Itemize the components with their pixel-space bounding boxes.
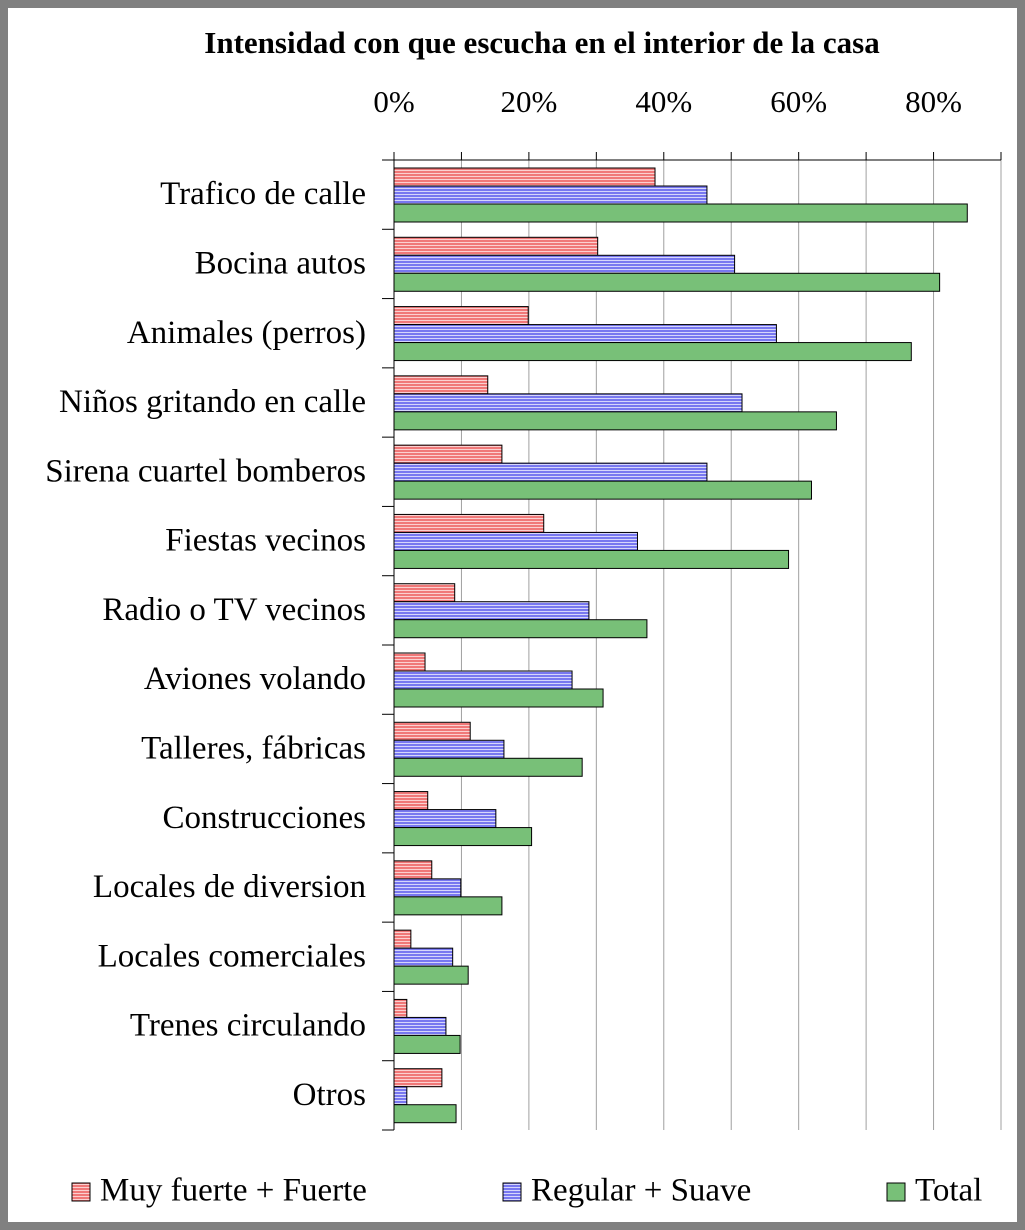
y-tick-label: Animales (perros) [127, 315, 366, 351]
bar [393, 809, 497, 829]
bar [393, 167, 656, 187]
y-tick-label: Locales de diversion [93, 869, 366, 905]
y-tick-label: Locales comerciales [98, 938, 366, 974]
bar [393, 947, 454, 967]
x-tick-label: 20% [500, 84, 557, 119]
bar [393, 513, 545, 533]
bar [393, 929, 412, 949]
bar [393, 1034, 461, 1054]
bar [393, 1016, 447, 1036]
x-tick-label: 40% [635, 84, 692, 119]
bar [393, 272, 941, 292]
bar [393, 860, 433, 880]
y-tick-label: Construcciones [163, 800, 366, 836]
bar [393, 1104, 457, 1124]
x-tick-label: 60% [770, 84, 827, 119]
x-tick-label: 0% [373, 84, 414, 119]
bar [393, 583, 456, 603]
y-tick-label: Trenes circulando [130, 1008, 366, 1044]
bar [393, 965, 469, 985]
y-tick-label: Talleres, fábricas [141, 731, 366, 767]
bar [393, 619, 648, 639]
bar [393, 791, 429, 811]
y-tick-label: Niños gritando en calle [59, 384, 366, 420]
x-tick-label: 80% [905, 84, 962, 119]
y-tick-label: Trafico de calle [160, 176, 366, 212]
y-tick-label: Aviones volando [144, 661, 366, 697]
legend-label: Muy fuerte + Fuerte [100, 1173, 367, 1209]
legend-label: Regular + Suave [531, 1173, 751, 1209]
y-tick-label: Otros [293, 1077, 366, 1113]
bar [393, 1068, 443, 1088]
y-tick-label: Radio o TV vecinos [102, 592, 366, 628]
bar [393, 721, 471, 741]
bar [393, 670, 573, 690]
bar [393, 896, 503, 916]
bar [393, 411, 837, 431]
y-tick-label: Bocina autos [195, 246, 366, 282]
y-tick-label: Fiestas vecinos [165, 523, 366, 559]
bar [393, 306, 529, 326]
bar [393, 324, 777, 344]
bar [393, 757, 583, 777]
bar [393, 688, 604, 708]
bar [393, 739, 505, 759]
bar [393, 827, 533, 847]
bar [393, 342, 912, 362]
legend-swatch [886, 1182, 906, 1202]
bar [393, 998, 408, 1018]
bar [393, 878, 462, 898]
bar [393, 444, 503, 464]
bar [393, 254, 736, 274]
bar [393, 549, 790, 569]
bar [393, 185, 708, 205]
bar [393, 531, 638, 551]
legend-label: Total [915, 1173, 982, 1209]
chart-title: Intensidad con que escucha en el interio… [204, 25, 880, 60]
bar [393, 393, 743, 413]
y-tick-label: Sirena cuartel bomberos [45, 453, 366, 489]
bar [393, 236, 599, 256]
bar [393, 203, 968, 223]
bar [393, 601, 590, 621]
bar [393, 1086, 408, 1106]
legend-swatch [71, 1182, 91, 1202]
legend-swatch [502, 1182, 522, 1202]
bar [393, 462, 708, 482]
bar [393, 375, 489, 395]
bar [393, 480, 812, 500]
bar [393, 652, 426, 672]
